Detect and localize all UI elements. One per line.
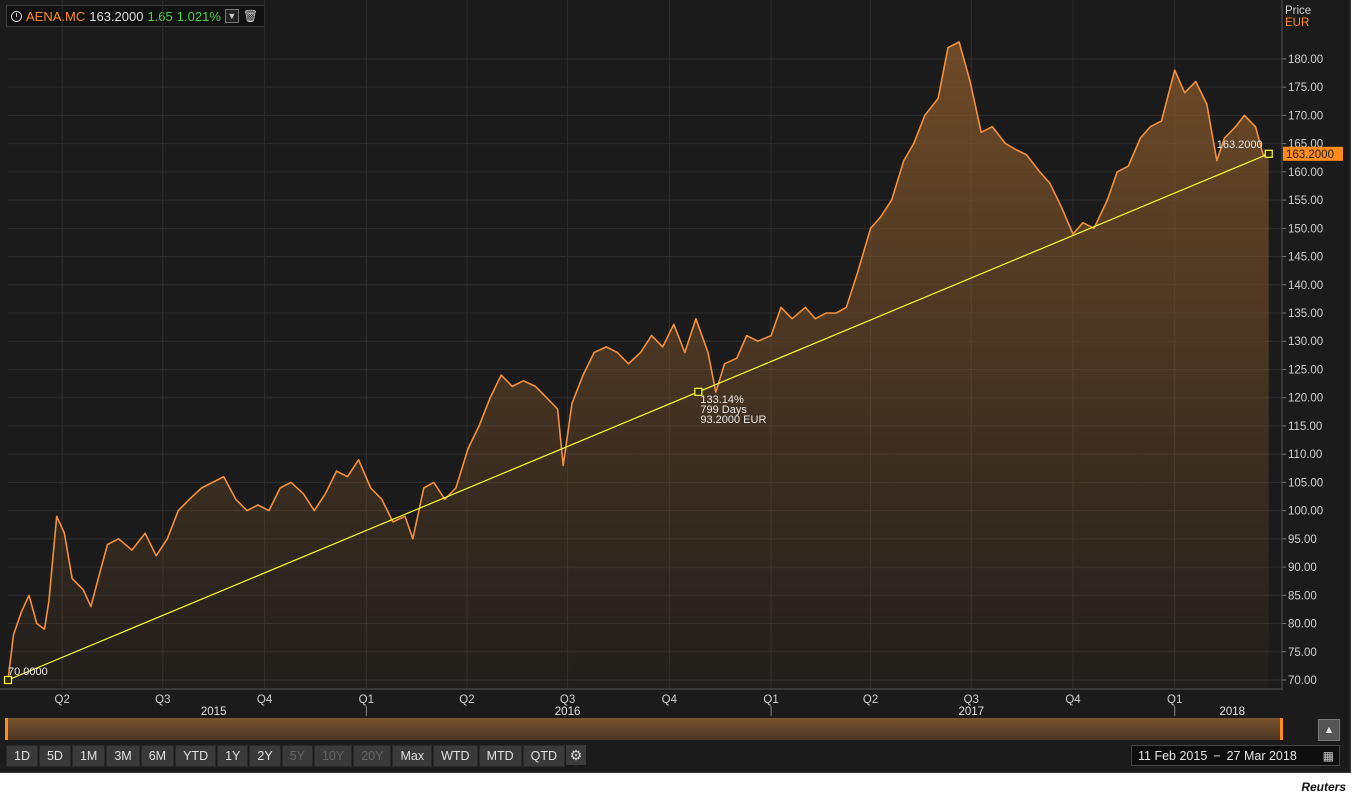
- range-button-1m[interactable]: 1M: [71, 745, 106, 767]
- x-tick-label: Q2: [863, 694, 878, 706]
- y-tick-label: 145.00: [1288, 252, 1323, 264]
- range-button-max[interactable]: Max: [392, 745, 433, 767]
- x-tick-label: Q3: [964, 694, 979, 706]
- trend-stat-label: 133.14%: [700, 394, 744, 406]
- y-tick-label: 110.00: [1288, 449, 1322, 461]
- date-to: 27 Mar 2018: [1226, 749, 1297, 763]
- chevron-down-icon[interactable]: ▼: [224, 9, 239, 23]
- y-tick-label: 85.00: [1288, 590, 1317, 602]
- clock-icon: [11, 10, 22, 22]
- y-tick-label: 115.00: [1288, 421, 1322, 433]
- range-button-wtd[interactable]: WTD: [433, 745, 478, 767]
- x-tick-label: Q2: [459, 694, 474, 706]
- year-label: 2015: [201, 706, 227, 718]
- chart-type-icon[interactable]: ▲: [1318, 719, 1340, 741]
- x-tick-label: Q2: [55, 694, 70, 706]
- y-tick-label: 100.00: [1288, 506, 1323, 518]
- y-tick-label: 170.00: [1288, 110, 1323, 122]
- range-button-qtd[interactable]: QTD: [522, 745, 566, 767]
- year-label: 2016: [555, 706, 581, 718]
- y-axis-label: Price: [1285, 5, 1311, 17]
- range-button-3m[interactable]: 3M: [106, 745, 140, 767]
- range-button-20y[interactable]: 20Y: [353, 745, 392, 767]
- range-button-10y[interactable]: 10Y: [313, 745, 353, 767]
- y-tick-label: 150.00: [1288, 223, 1323, 235]
- x-tick-label: Q1: [763, 694, 778, 706]
- y-tick-label: 140.00: [1288, 280, 1323, 292]
- gear-icon[interactable]: ⚙: [566, 745, 587, 765]
- y-tick-label: 95.00: [1288, 534, 1317, 546]
- price-change: 1.65: [147, 8, 173, 24]
- x-tick-label: Q4: [1065, 694, 1081, 706]
- calendar-icon[interactable]: ▦: [1322, 749, 1334, 763]
- range-button-2y[interactable]: 2Y: [249, 745, 281, 767]
- y-tick-label: 155.00: [1288, 195, 1323, 207]
- date-separator: −: [1213, 749, 1221, 763]
- price-line-layer: [7, 41, 1269, 681]
- price-line: [7, 41, 1269, 681]
- y-tick-label: 135.00: [1288, 308, 1323, 320]
- y-tick-label: 80.00: [1288, 619, 1317, 631]
- y-tick-label: 130.00: [1288, 336, 1323, 348]
- quote-header: AENA.MC 163.2000 1.65 1.021% ▼ 🗑: [6, 5, 266, 27]
- trend-line[interactable]: [7, 153, 1269, 681]
- y-axis: Price EUR 70.00 75.00 80.00 85.00 90.00 95.00…: [1281, 0, 1323, 690]
- trend-start-handle[interactable]: [3, 675, 13, 685]
- trend-end-handle[interactable]: [1264, 149, 1273, 158]
- x-tick-label: Q1: [1167, 694, 1182, 706]
- date-from: 11 Feb 2015: [1138, 749, 1208, 763]
- year-label: 2017: [958, 706, 984, 718]
- year-label: 2018: [1219, 706, 1245, 718]
- last-price-tag-label: 163.2000: [1286, 149, 1334, 161]
- x-tick-label: Q3: [560, 694, 575, 706]
- range-button-5y[interactable]: 5Y: [281, 745, 313, 767]
- last-price-tag: [1283, 146, 1343, 161]
- start-value-label: 70.0000: [8, 666, 48, 678]
- last-price: 163.2000: [89, 8, 144, 24]
- price-area: [8, 42, 1269, 688]
- price-change-pct: 1.021%: [176, 8, 221, 24]
- y-tick-label: 125.00: [1288, 364, 1323, 376]
- y-tick-label: 180.00: [1288, 54, 1323, 66]
- trend-stat-label: 799 Days: [700, 404, 747, 416]
- x-tick-label: Q3: [155, 694, 170, 706]
- ticker-symbol[interactable]: AENA.MC: [26, 8, 86, 24]
- x-tick-label: Q4: [257, 694, 273, 706]
- source-credit: Reuters: [1301, 780, 1346, 794]
- date-range-field[interactable]: 11 Feb 2015 − 27 Mar 2018 ▦: [1131, 745, 1340, 766]
- range-selector: 1D 5D 1M 3M 6M YTD 1Y 2Y 5Y 10Y 20Y Max WTD MTD QTD ⚙: [6, 745, 587, 767]
- y-tick-label: 70.00: [1288, 675, 1317, 687]
- chart-window: AENA.MC 163.2000 1.65 1.021% ▼ 🗑 Price E…: [0, 0, 1351, 773]
- x-axis: Q2 Q3 Q4 Q1 Q2 Q3 Q4 Q1 Q2 Q3 Q4 Q1 2015 2016 2017 2018: [0, 688, 1282, 718]
- range-button-1d[interactable]: 1D: [6, 745, 38, 767]
- y-tick-label: 160.00: [1288, 167, 1323, 179]
- y-tick-label: 75.00: [1288, 647, 1317, 659]
- y-tick-label: 105.00: [1288, 477, 1323, 489]
- y-axis-unit: EUR: [1285, 17, 1309, 29]
- trash-icon[interactable]: 🗑: [242, 9, 259, 23]
- range-button-1y[interactable]: 1Y: [217, 745, 249, 767]
- trend-line-layer[interactable]: [3, 149, 1273, 685]
- x-tick-label: Q1: [359, 694, 374, 706]
- range-button-6m[interactable]: 6M: [140, 745, 175, 767]
- area-fill: [8, 42, 1269, 688]
- y-tick-label: 90.00: [1288, 562, 1317, 574]
- y-tick-label: 175.00: [1288, 82, 1323, 94]
- x-tick-label: Q4: [662, 694, 678, 706]
- end-value-label: 163.2000: [1217, 139, 1263, 151]
- range-button-ytd[interactable]: YTD: [175, 745, 217, 767]
- time-navigator[interactable]: [5, 718, 1283, 740]
- trend-stat-label: 93.2000 EUR: [700, 414, 766, 426]
- price-chart[interactable]: Price EUR 70.00 75.00 80.00 85.00 90.00 95.00…: [0, 0, 1350, 772]
- y-tick-label: 120.00: [1288, 393, 1323, 405]
- trend-mid-handle[interactable]: [694, 387, 703, 396]
- range-button-5d[interactable]: 5D: [38, 745, 71, 767]
- range-button-mtd[interactable]: MTD: [478, 745, 522, 767]
